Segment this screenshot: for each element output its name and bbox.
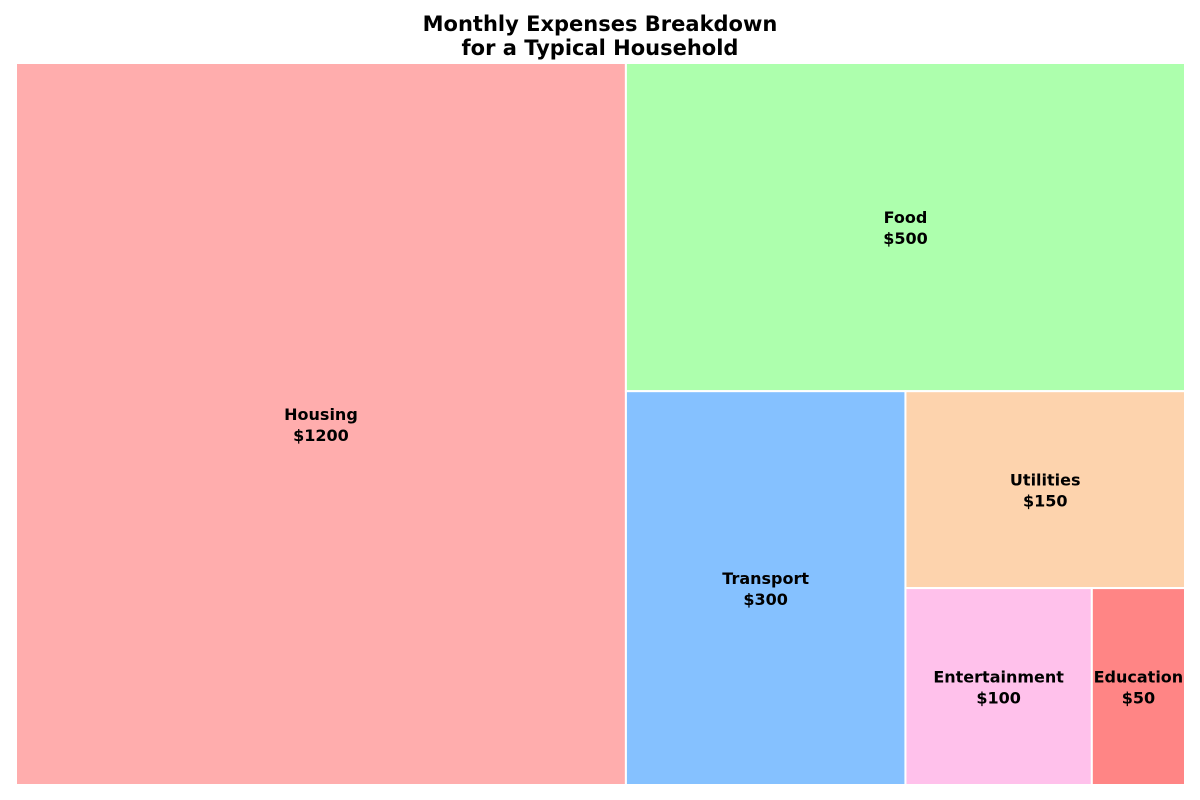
tile-housing: Housing $1200: [15, 62, 627, 786]
tile-value-food: $500: [883, 229, 928, 248]
tile-value-education: $50: [1122, 689, 1155, 708]
chart-title: Monthly Expenses Breakdown for a Typical…: [0, 12, 1200, 60]
tile-label-education: Education: [1094, 668, 1184, 687]
tile-label-transport: Transport: [722, 569, 809, 588]
chart-title-line-1: Monthly Expenses Breakdown: [422, 12, 778, 36]
tile-label-utilities: Utilities: [1010, 471, 1081, 490]
tile-rect-food: [624, 62, 1186, 393]
tile-label-food: Food: [884, 208, 928, 227]
tile-education: Education $50: [1090, 587, 1187, 786]
tile-rect-education: [1090, 587, 1187, 786]
chart-title-line-2: for a Typical Household: [461, 36, 739, 60]
tile-rect-utilities: [904, 390, 1187, 590]
tile-utilities: Utilities $150: [904, 390, 1187, 590]
tile-value-housing: $1200: [293, 426, 349, 445]
tile-label-housing: Housing: [284, 405, 358, 424]
tile-rect-transport: [624, 390, 907, 786]
tile-value-transport: $300: [743, 590, 788, 609]
tile-label-entertainment: Entertainment: [933, 668, 1064, 687]
tile-food: Food $500: [624, 62, 1186, 393]
tile-entertainment: Entertainment $100: [904, 587, 1093, 786]
tile-rect-entertainment: [904, 587, 1093, 786]
tile-value-entertainment: $100: [976, 689, 1021, 708]
tile-rect-housing: [15, 62, 627, 786]
tile-transport: Transport $300: [624, 390, 907, 786]
tile-value-utilities: $150: [1023, 492, 1068, 511]
